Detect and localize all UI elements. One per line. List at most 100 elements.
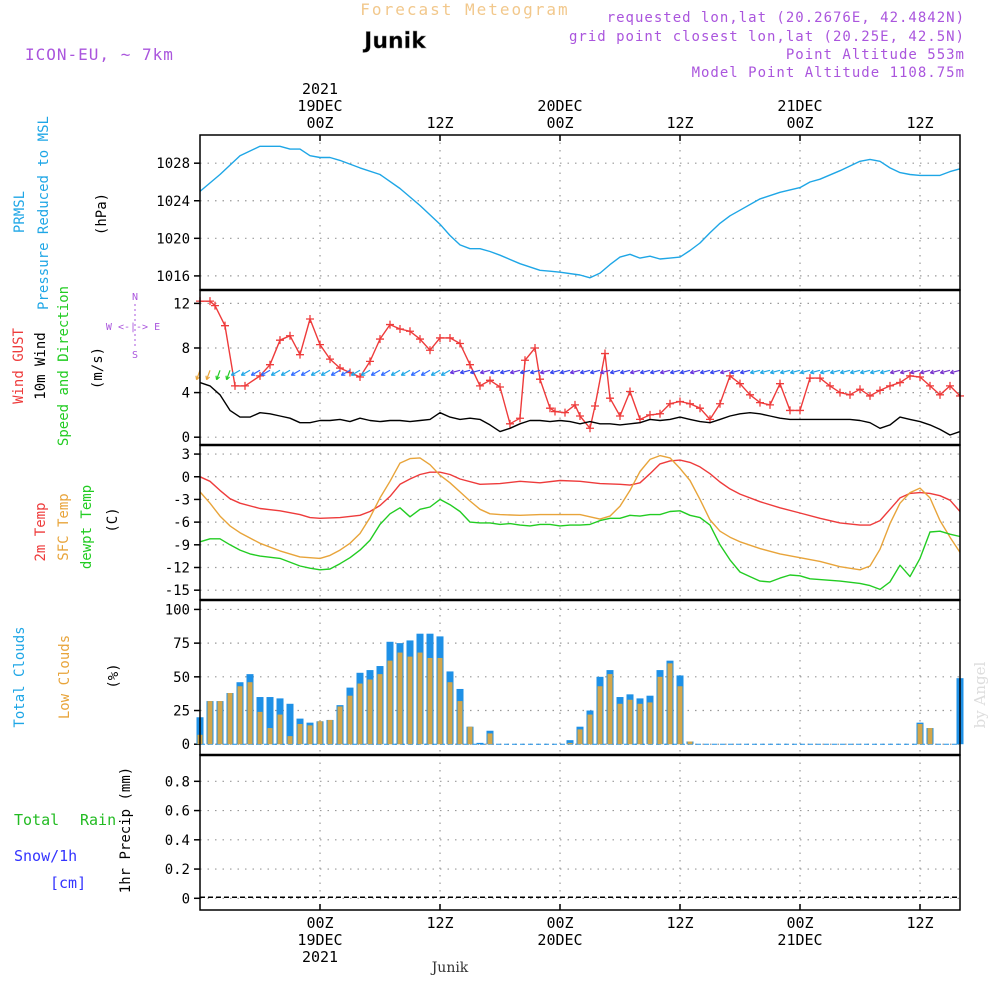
pressure-tick-label: 1028 <box>156 156 190 172</box>
low-cloud-bar <box>607 674 613 745</box>
wind-arrow <box>500 369 511 374</box>
wind-arrow <box>401 369 411 376</box>
gust-marker <box>786 406 794 415</box>
gust-marker <box>836 388 844 397</box>
wind-arrow <box>620 369 631 374</box>
top-time-label: 19DEC <box>297 97 342 115</box>
gust-marker <box>726 371 734 380</box>
wind-arrow <box>271 369 281 376</box>
wind10m-line <box>199 381 961 436</box>
low-cloud-bar <box>487 733 493 745</box>
gust-marker <box>356 372 364 381</box>
gust-marker <box>576 412 584 421</box>
gust-marker <box>416 335 424 344</box>
precip-tick-label: 0.6 <box>165 804 190 820</box>
precip-frame <box>199 754 961 911</box>
wind-arrow-head <box>519 369 525 375</box>
wind-arrow-head <box>719 369 725 375</box>
wind-arrow <box>750 369 761 374</box>
temp-tick-label: -3 <box>173 492 190 508</box>
wind-arrow-head <box>230 371 236 376</box>
low-cloud-bar <box>287 736 293 745</box>
wind-arrow <box>860 369 871 374</box>
precip-tick-label: 0 <box>182 891 190 907</box>
wind-arrow-head <box>499 369 505 375</box>
total-label: Total <box>14 811 59 829</box>
gust-marker <box>676 397 684 406</box>
temp-tick-label: -6 <box>173 515 190 531</box>
low-cloud-bar <box>307 725 313 745</box>
wind-arrow <box>216 370 221 380</box>
snow-label: Snow/1h <box>14 847 77 865</box>
low-cloud-bar <box>217 701 223 745</box>
wind-arrow-head <box>899 369 905 375</box>
gust-marker <box>316 340 324 349</box>
wind-arrow-head <box>659 369 665 375</box>
bottom-time-label: 19DEC <box>297 931 342 949</box>
gust-marker <box>466 360 474 369</box>
gust-label: Wind GUST <box>11 328 27 404</box>
low-cloud-bar <box>277 714 283 745</box>
wind-arrow-head <box>919 369 925 375</box>
bottom-time-label: 21DEC <box>777 931 822 949</box>
low-cloud-bar <box>417 652 423 745</box>
top-time-label: 21DEC <box>777 97 822 115</box>
gust-marker <box>531 343 539 352</box>
wind-arrow-head <box>360 371 366 376</box>
gridpoint-coords: grid point closest lon,lat (20.25E, 42.5… <box>569 29 965 45</box>
low-cloud-bar <box>327 719 333 745</box>
bottom-time-label: 00Z <box>306 914 333 932</box>
wind-arrow <box>890 369 901 374</box>
wind-arrow-head <box>280 371 286 376</box>
wind-arrow-head <box>839 369 845 375</box>
wind-arrow <box>261 369 271 376</box>
gust-marker <box>806 374 814 383</box>
wind-arrow-head <box>689 369 695 375</box>
wind-arrow-head <box>799 369 805 375</box>
gust-marker <box>616 412 624 421</box>
dewpt-line <box>199 498 961 591</box>
low-cloud-bar <box>567 742 573 745</box>
total-cloud-bar <box>566 740 574 745</box>
low-cloud-bar <box>317 721 323 745</box>
low-cloud-bar <box>227 693 233 745</box>
station-title: Junik <box>362 29 427 54</box>
wind-arrow <box>780 369 791 374</box>
wind-arrow-head <box>489 369 495 375</box>
wind-arrow-head <box>629 369 635 375</box>
low-cloud-bar <box>587 714 593 745</box>
wind-arrow-head <box>749 369 755 375</box>
wind-arrow-head <box>849 369 855 375</box>
bottom-time-label: 12Z <box>906 914 933 932</box>
low-cloud-bar <box>367 679 373 745</box>
watermark: by Angel <box>971 661 989 728</box>
top-time-label: 00Z <box>306 114 333 132</box>
gust-marker <box>296 350 304 359</box>
clouds-unit: (%) <box>106 663 122 688</box>
temp2m-label: 2m Temp <box>33 502 49 561</box>
footer-station: Junik <box>430 960 469 976</box>
wind-tick-label: 8 <box>182 341 190 357</box>
wind-arrow-head <box>390 371 396 376</box>
low-cloud-bar <box>677 686 683 745</box>
clouds-tick-label: 0 <box>182 737 190 753</box>
gust-marker <box>946 381 954 390</box>
gust-marker <box>496 383 504 392</box>
wind-arrow-head <box>479 369 485 375</box>
clouds-tick-label: 25 <box>173 704 190 720</box>
wind-arrow <box>880 369 891 374</box>
wind-arrow <box>281 369 291 376</box>
wind-arrow-head <box>889 369 895 375</box>
gust-marker <box>856 385 864 394</box>
gust-marker <box>456 339 464 348</box>
pressure-tick-label: 1024 <box>156 194 190 210</box>
wind-arrow <box>480 369 491 374</box>
wind-arrow-head <box>779 369 785 375</box>
gust-marker <box>521 356 529 365</box>
top-time-label: 20DEC <box>537 97 582 115</box>
temp-tick-label: -15 <box>165 583 190 599</box>
wind-arrow <box>411 369 421 376</box>
low-cloud-bar <box>387 660 393 745</box>
wind-arrow <box>640 369 651 374</box>
